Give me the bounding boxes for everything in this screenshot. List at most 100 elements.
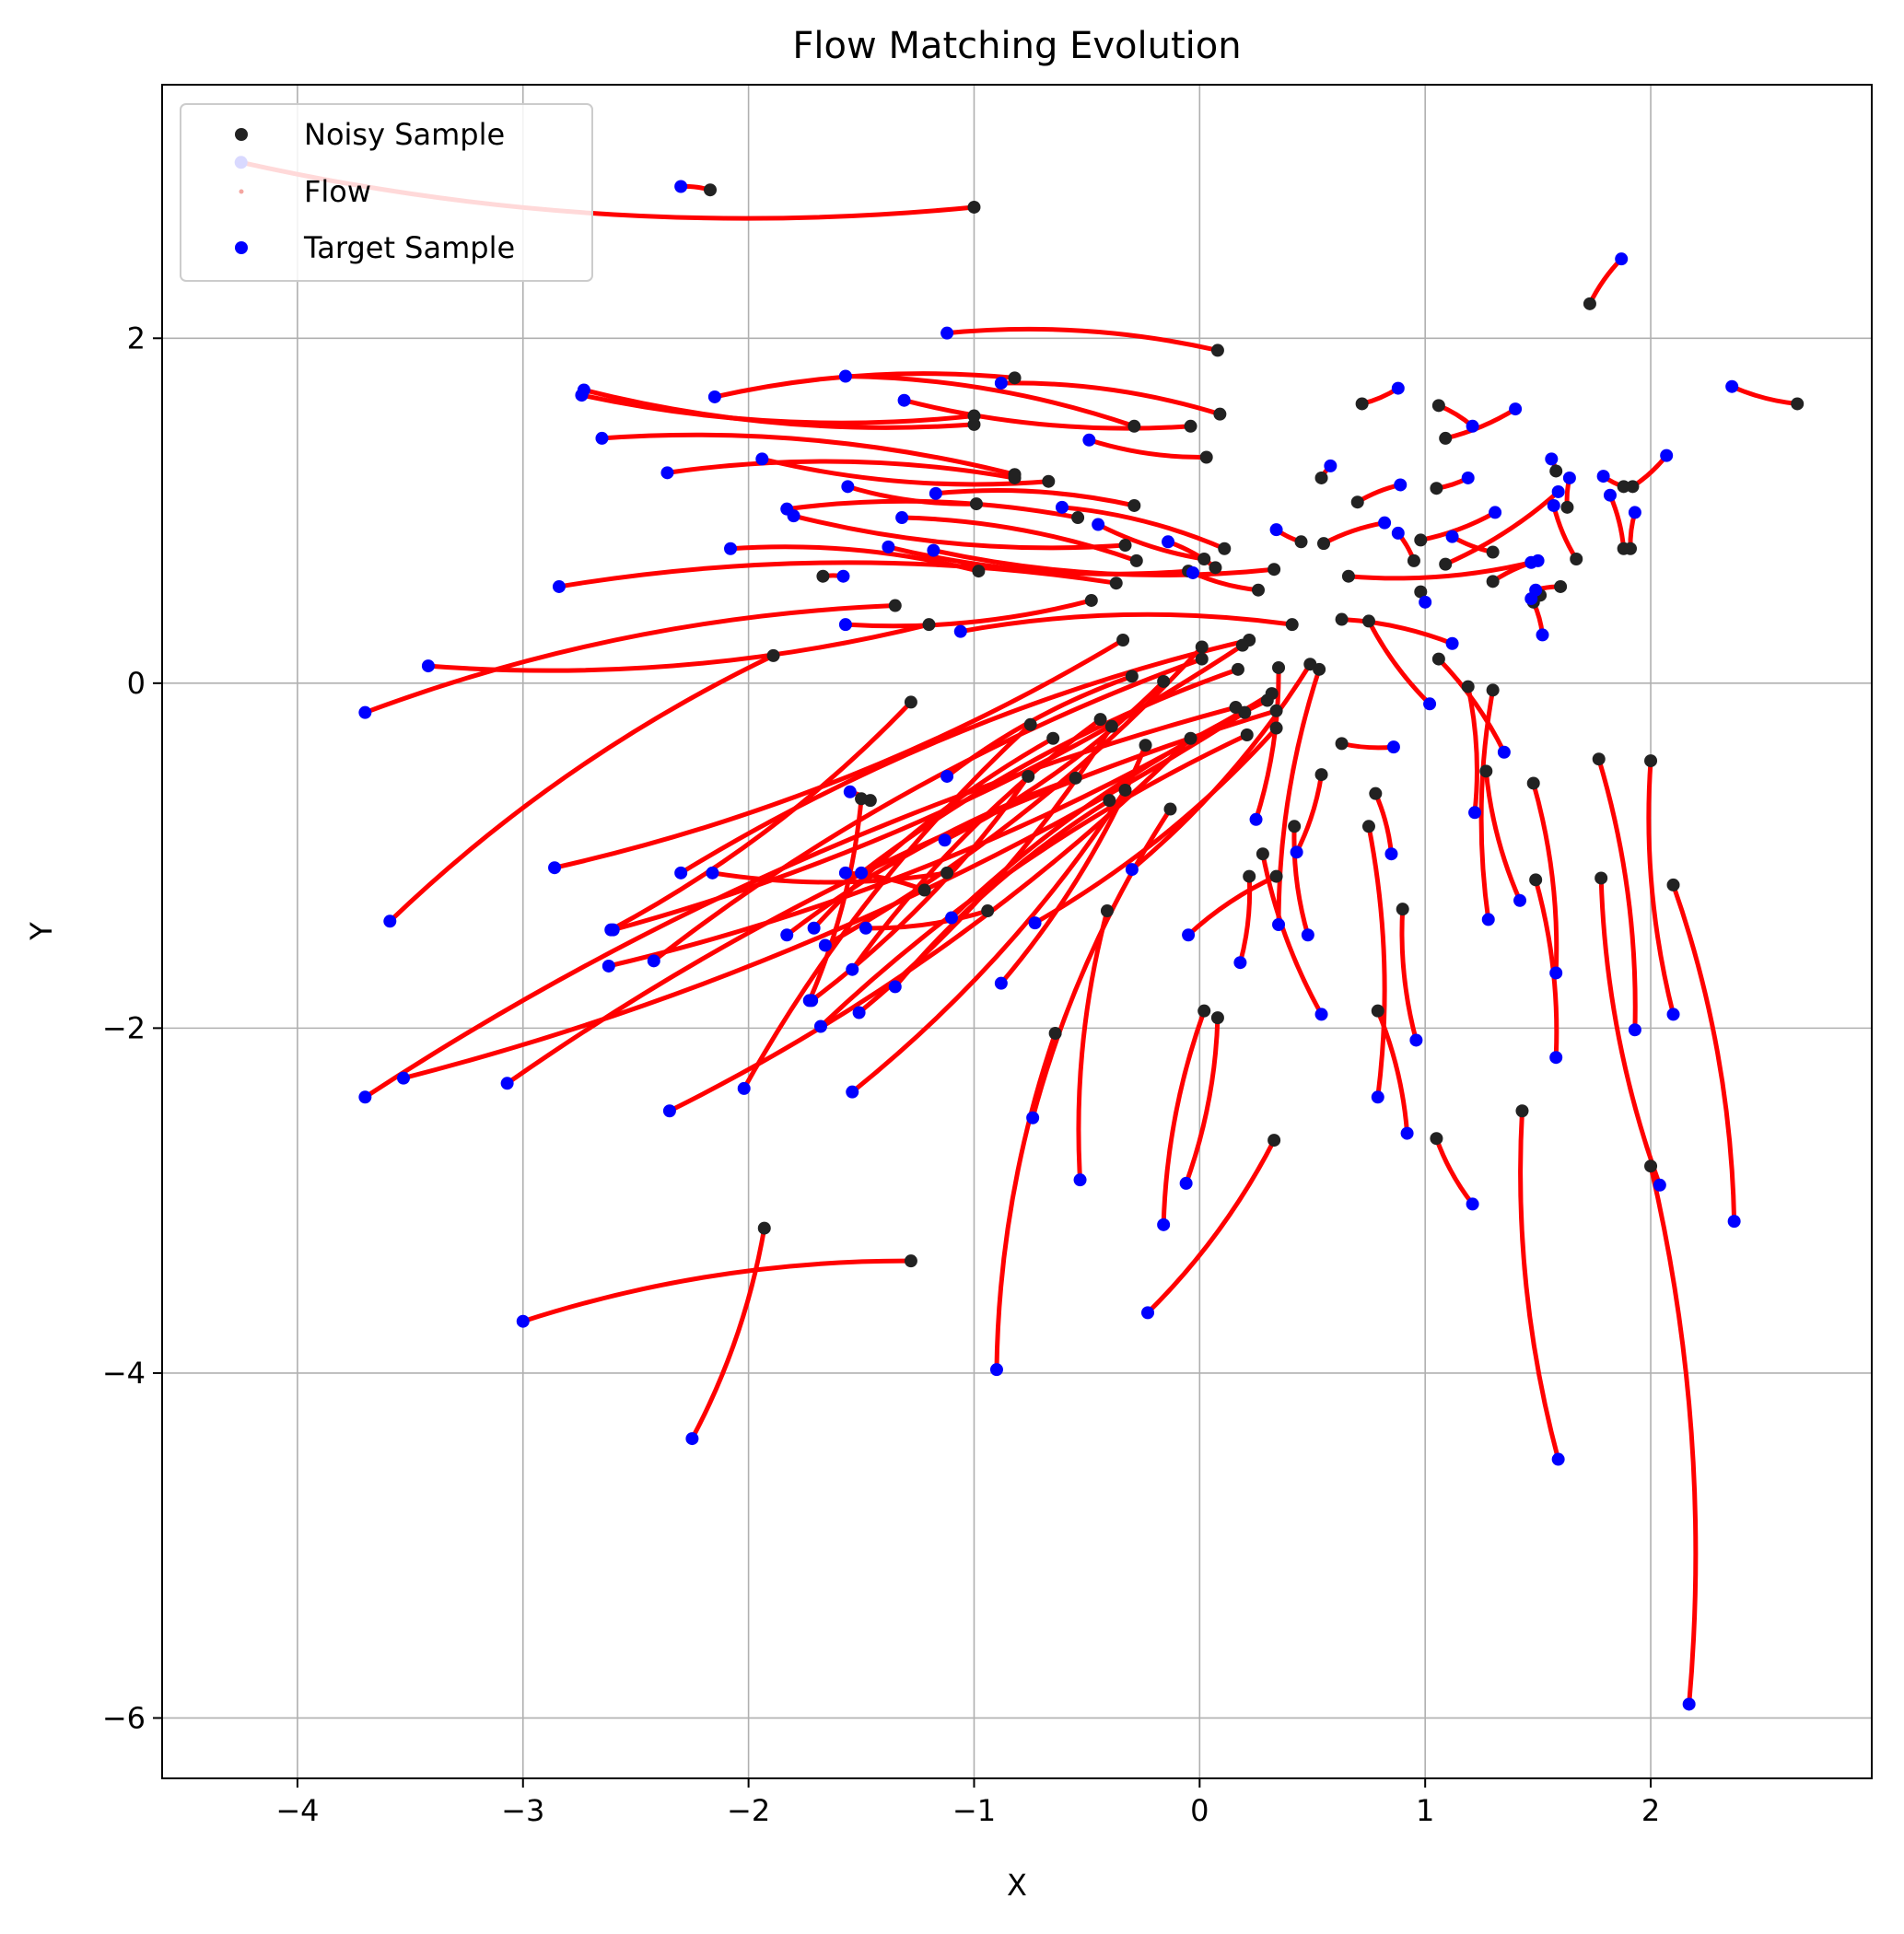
target-point [1461, 471, 1475, 484]
target-point [895, 511, 909, 525]
noisy-point [1341, 569, 1355, 583]
noisy-point [1163, 802, 1177, 816]
noisy-point [1008, 371, 1022, 385]
target-point [674, 180, 688, 193]
noisy-point [1084, 593, 1098, 607]
noisy-point [1314, 471, 1328, 484]
flow-line [1531, 780, 1559, 975]
noisy-point [940, 866, 954, 880]
noisy-point [703, 183, 717, 197]
target-point [1141, 1306, 1155, 1320]
target-point [841, 480, 855, 494]
target-point [1409, 1033, 1423, 1047]
x-tick-label: −4 [275, 1793, 319, 1828]
noisy-point [1129, 553, 1143, 567]
noisy-point [1071, 511, 1085, 525]
target-point [1547, 498, 1560, 512]
target-point [1157, 1217, 1171, 1231]
noisy-point [1139, 739, 1152, 752]
target-point [1549, 966, 1563, 980]
target-point [1524, 592, 1538, 606]
flow-line [807, 796, 864, 1003]
target-point [1400, 1126, 1414, 1140]
target-point [838, 369, 852, 383]
flow-line [742, 722, 1034, 1091]
x-axis-ticks: −4 −3 −2 −1 0 1 2 [275, 1778, 1660, 1828]
noisy-point [1644, 1159, 1658, 1173]
target-point [940, 326, 954, 340]
target-point [807, 921, 821, 935]
noisy-point [981, 904, 995, 918]
flow-line [1648, 1163, 1699, 1707]
noisy-point [766, 648, 780, 662]
target-point [787, 509, 800, 523]
noisy-point [1617, 480, 1630, 494]
target-point [548, 861, 562, 875]
legend-noisy-marker [235, 128, 248, 141]
noisy-point [1355, 397, 1369, 411]
noisy-point [1267, 563, 1281, 577]
flow-line [958, 612, 1295, 635]
target-point [818, 938, 832, 952]
flow-line [944, 326, 1221, 353]
target-point [1445, 530, 1459, 543]
target-point [994, 976, 1008, 990]
noisy-point [1430, 1132, 1443, 1146]
target-point [1466, 1197, 1479, 1211]
flow-line [843, 373, 1137, 429]
noisy-point [1267, 1134, 1281, 1148]
target-point [1549, 1051, 1563, 1065]
flow-line [1260, 851, 1325, 1017]
noisy-point [1431, 399, 1445, 413]
flow-line [1254, 665, 1281, 822]
flow-line [667, 736, 1194, 1113]
target-point [843, 785, 857, 798]
noisy-point [1431, 652, 1445, 666]
x-tick-label: −2 [727, 1793, 770, 1828]
target-point [994, 376, 1008, 390]
noisy-point [1479, 764, 1493, 778]
noisy-point [904, 695, 917, 709]
flow-line [1466, 684, 1479, 815]
noisy-point [1486, 545, 1500, 559]
noisy-point [1118, 539, 1132, 553]
noisy-point [1109, 577, 1123, 590]
y-tick-label: −2 [102, 1010, 146, 1045]
noisy-point [1313, 662, 1326, 676]
target-point [1481, 913, 1495, 926]
target-point [1391, 381, 1405, 395]
flow-line [1418, 509, 1498, 542]
flow-line [1483, 768, 1523, 903]
noisy-point [1583, 297, 1596, 310]
noisy-point [1127, 498, 1141, 512]
target-point [383, 915, 397, 928]
noisy-point [1294, 535, 1308, 549]
target-point [1269, 523, 1283, 537]
noisy-point [888, 599, 902, 612]
target-point [1531, 553, 1545, 567]
target-point [989, 1363, 1003, 1377]
noisy-point [1213, 407, 1227, 421]
target-point [707, 390, 721, 403]
target-point [1026, 1111, 1040, 1124]
noisy-point [1570, 552, 1583, 565]
noisy-point [1335, 612, 1349, 626]
flow-line [556, 560, 1119, 589]
target-point [1615, 252, 1629, 266]
flow-line [930, 548, 1277, 577]
x-axis-label: X [1007, 1868, 1027, 1903]
noisy-point [922, 618, 936, 632]
noisy-point [1515, 1104, 1529, 1118]
flow-line [709, 870, 950, 885]
noisy-point [1238, 705, 1252, 719]
flow-trajectories [239, 159, 1800, 1707]
noisy-point [1269, 869, 1283, 883]
noisy-point [1461, 680, 1475, 693]
chart-title: Flow Matching Evolution [792, 25, 1241, 67]
target-point [1628, 506, 1641, 519]
target-point [1628, 1023, 1641, 1037]
target-point [724, 542, 738, 555]
target-point [1551, 1452, 1565, 1466]
